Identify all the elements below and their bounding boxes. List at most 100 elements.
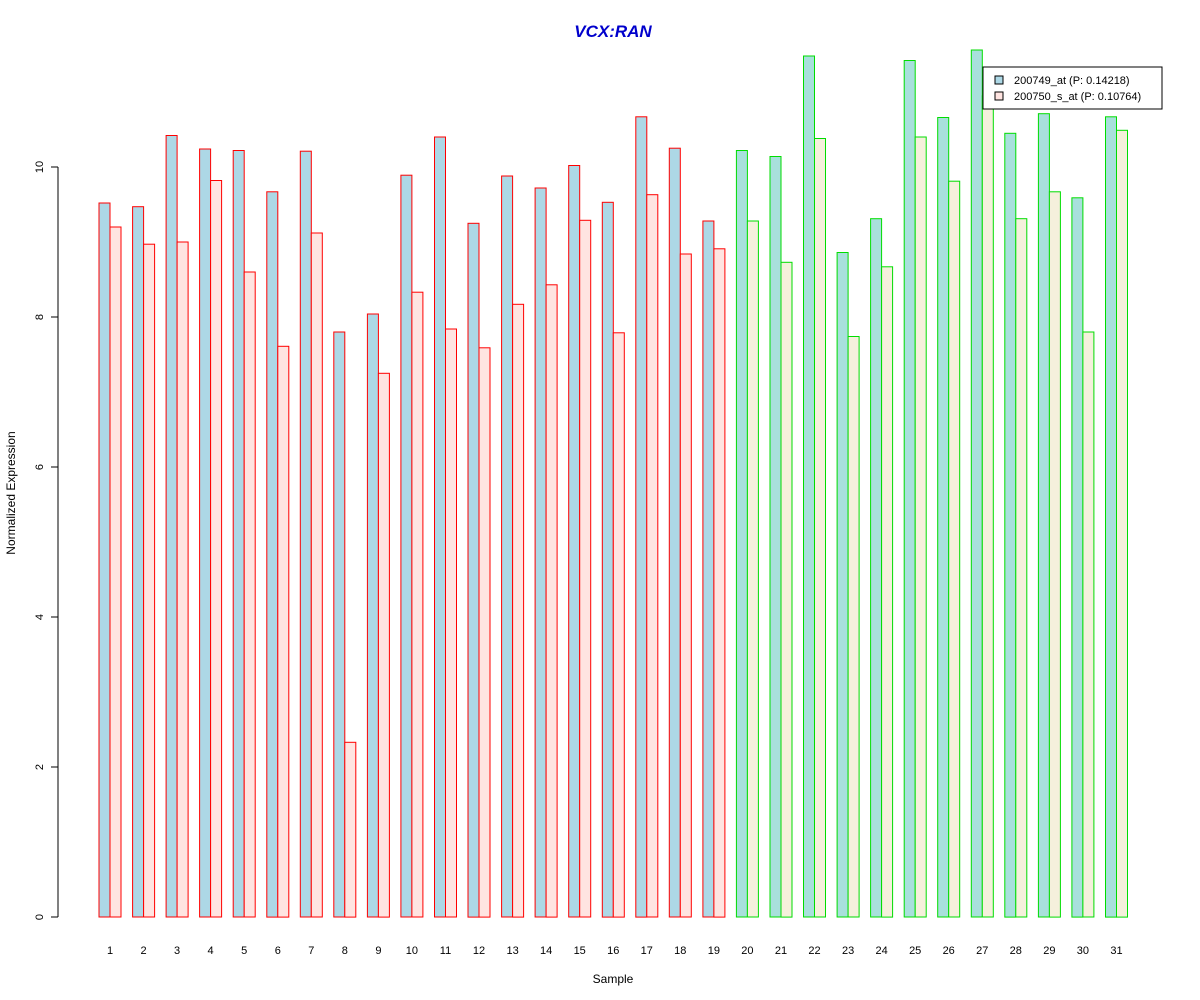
bar-s1-sample-19 xyxy=(702,220,715,918)
x-tick-label: 9 xyxy=(375,945,381,957)
bar-s1-sample-26 xyxy=(937,117,950,918)
x-tick-label: 21 xyxy=(775,945,787,957)
x-axis-label: Sample xyxy=(593,972,634,986)
bar-s2-sample-22 xyxy=(814,138,826,918)
bar-s2-sample-21 xyxy=(780,261,793,918)
bar-s2-sample-2 xyxy=(143,243,156,918)
bar-s2-sample-13 xyxy=(512,303,525,918)
bar-s1-sample-12 xyxy=(467,222,480,918)
bar-s1-sample-5 xyxy=(232,150,245,918)
bar-s1-sample-2 xyxy=(132,206,145,918)
y-tick-label: 6 xyxy=(34,464,46,470)
bar-s2-sample-31 xyxy=(1116,129,1128,918)
x-tick-label: 15 xyxy=(574,945,586,957)
bar-s1-sample-17 xyxy=(635,116,648,918)
bar-s1-sample-18 xyxy=(668,147,681,918)
x-tick-labels: 1 2 3 4 5 6 7 8 9 10 11 12 13 14 15 16 17 18 19 20 21 22 23 24 2… xyxy=(107,945,1123,957)
x-tick-label: 23 xyxy=(842,945,854,957)
legend: 200749_at (P: 0.14218) 200750_s_at (P: 0… xyxy=(982,66,1163,110)
x-tick-label: 10 xyxy=(406,945,418,957)
bar-s2-sample-27 xyxy=(981,95,994,918)
bar-s1-sample-20 xyxy=(735,150,748,918)
bar-s2-sample-28 xyxy=(1015,218,1028,918)
bar-s1-sample-28 xyxy=(1004,132,1017,918)
bar-s2-sample-7 xyxy=(310,232,323,918)
x-tick-label: 7 xyxy=(308,945,314,957)
bar-s2-sample-30 xyxy=(1082,331,1095,918)
bar-s1-sample-22 xyxy=(803,55,815,918)
y-axis-label: Normalized Expression xyxy=(4,431,18,554)
x-tick-label: 25 xyxy=(909,945,921,957)
bar-s2-sample-19 xyxy=(713,248,726,918)
y-tick-label: 4 xyxy=(34,614,46,620)
bar-s1-sample-7 xyxy=(299,150,312,918)
y-tick-label: 10 xyxy=(34,161,46,173)
bar-s1-sample-13 xyxy=(501,175,514,918)
bar-s2-sample-23 xyxy=(847,336,860,918)
x-tick-label: 14 xyxy=(540,945,552,957)
bar-s2-sample-11 xyxy=(445,328,457,918)
bar-s2-sample-18 xyxy=(679,253,692,918)
x-tick-label: 13 xyxy=(506,945,518,957)
x-tick-label: 24 xyxy=(875,945,887,957)
bars xyxy=(98,49,1128,918)
bar-s2-sample-17 xyxy=(646,194,659,918)
x-tick-label: 27 xyxy=(976,945,988,957)
x-tick-label: 4 xyxy=(208,945,214,957)
x-tick-label: 11 xyxy=(440,945,451,957)
bar-s1-sample-14 xyxy=(534,187,547,918)
bar-s2-sample-12 xyxy=(478,347,491,918)
legend-label-1: 200749_at (P: 0.14218) xyxy=(1014,75,1130,87)
x-tick-label: 19 xyxy=(708,945,720,957)
bar-s1-sample-31 xyxy=(1105,116,1117,918)
x-tick-label: 6 xyxy=(275,945,281,957)
bar-s1-sample-11 xyxy=(434,136,446,918)
legend-label-2: 200750_s_at (P: 0.10764) xyxy=(1014,91,1141,103)
bar-s1-sample-8 xyxy=(333,331,346,918)
bar-s2-sample-8 xyxy=(344,741,357,918)
bar-s2-sample-14 xyxy=(545,284,558,918)
bar-s1-sample-30 xyxy=(1071,197,1084,918)
bar-s2-sample-15 xyxy=(579,219,592,918)
bar-s1-sample-27 xyxy=(970,49,983,918)
bar-s2-sample-20 xyxy=(746,220,759,918)
bar-s2-sample-10 xyxy=(411,291,424,918)
bar-s1-sample-1 xyxy=(98,202,111,918)
bar-s1-sample-16 xyxy=(601,201,614,918)
x-tick-label: 5 xyxy=(241,945,247,957)
x-tick-label: 22 xyxy=(808,945,820,957)
bar-s1-sample-23 xyxy=(836,252,849,918)
bar-s1-sample-6 xyxy=(266,191,279,918)
y-tick-label: 0 xyxy=(34,914,46,920)
bar-s1-sample-10 xyxy=(400,174,413,918)
bar-s1-sample-4 xyxy=(199,148,212,918)
y-tick-label: 2 xyxy=(34,764,46,770)
x-tick-label: 17 xyxy=(641,945,653,957)
bar-s2-sample-4 xyxy=(210,180,223,918)
x-tick-label: 20 xyxy=(741,945,753,957)
x-tick-label: 30 xyxy=(1077,945,1089,957)
bar-s2-sample-1 xyxy=(109,226,122,918)
bar-s1-sample-29 xyxy=(1037,113,1050,918)
bar-s1-sample-9 xyxy=(366,313,379,918)
legend-frame xyxy=(982,66,1163,110)
bar-s1-sample-24 xyxy=(870,218,883,918)
bar-s2-sample-6 xyxy=(277,345,290,918)
x-tick-label: 3 xyxy=(174,945,180,957)
x-tick-label: 26 xyxy=(943,945,955,957)
x-tick-label: 1 xyxy=(107,945,113,957)
bar-s2-sample-26 xyxy=(948,180,961,918)
x-tick-label: 18 xyxy=(674,945,686,957)
x-tick-label: 28 xyxy=(1010,945,1022,957)
x-tick-label: 8 xyxy=(342,945,348,957)
x-tick-label: 2 xyxy=(141,945,147,957)
chart-title: VCX:RAN xyxy=(574,22,652,41)
bar-s2-sample-5 xyxy=(243,271,256,918)
y-tick-label: 8 xyxy=(34,314,46,320)
legend-swatch-2 xyxy=(994,91,1004,101)
bar-s2-sample-16 xyxy=(612,332,625,918)
bar-s1-sample-25 xyxy=(903,60,916,918)
bar-s2-sample-3 xyxy=(176,241,189,918)
y-axis: 0 2 4 6 8 10 xyxy=(34,161,59,920)
